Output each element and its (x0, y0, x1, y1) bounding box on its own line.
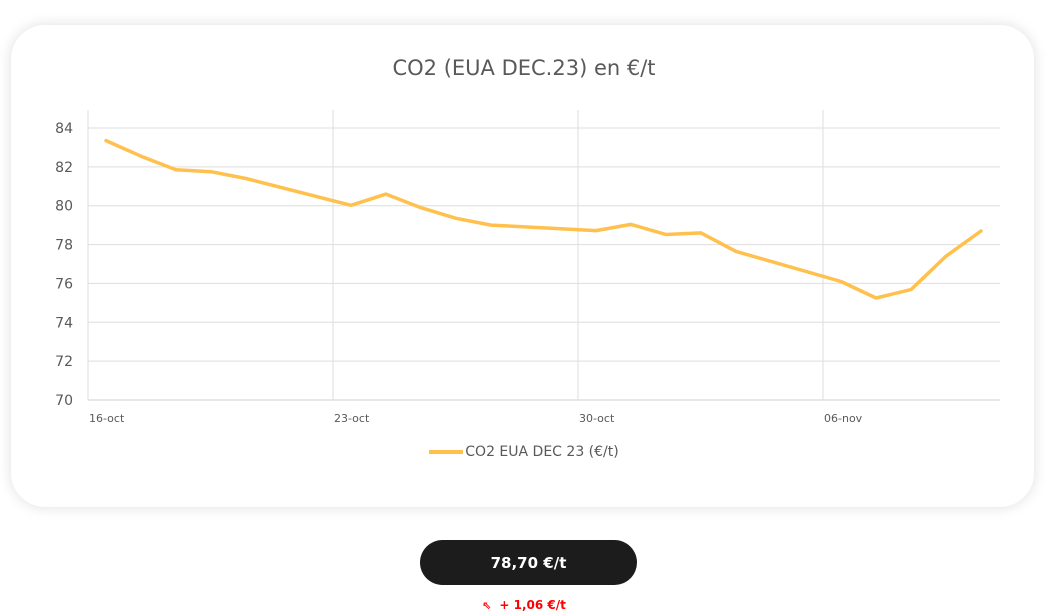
y-tick-label: 74 (55, 315, 73, 331)
chart-title: CO2 (EUA DEC.23) en €/t (392, 56, 656, 80)
y-tick-label: 84 (55, 121, 73, 137)
x-tick-label: 16-oct (89, 412, 125, 425)
arrow-up-left-icon: ⇖ (482, 598, 492, 612)
y-tick-label: 82 (55, 160, 73, 176)
legend-label: CO2 EUA DEC 23 (€/t) (465, 444, 619, 460)
price-button[interactable]: 78,70 €/t (420, 540, 637, 585)
y-tick-label: 72 (55, 354, 73, 370)
series-line (104, 138, 983, 300)
legend-swatch (429, 450, 464, 454)
y-tick-label: 80 (55, 199, 73, 215)
y-tick-label: 76 (55, 276, 73, 292)
x-tick-label: 06-nov (824, 412, 863, 425)
price-change-value: + 1,06 €/t (499, 598, 566, 612)
chart-card (11, 25, 1034, 507)
y-tick-label: 78 (55, 238, 73, 254)
x-tick-label: 23-oct (334, 412, 370, 425)
line-chart: 70 72 74 76 78 80 82 84 16-oct 23-oct 30-oct 06-nov (55, 110, 1000, 425)
price-value: 78,70 €/t (490, 553, 567, 572)
x-tick-label: 30-oct (579, 412, 615, 425)
y-tick-label: 70 (55, 393, 73, 409)
price-change: ⇖ + 1,06 €/t (0, 598, 1048, 612)
chart-legend: CO2 EUA DEC 23 (€/t) (0, 444, 1048, 460)
